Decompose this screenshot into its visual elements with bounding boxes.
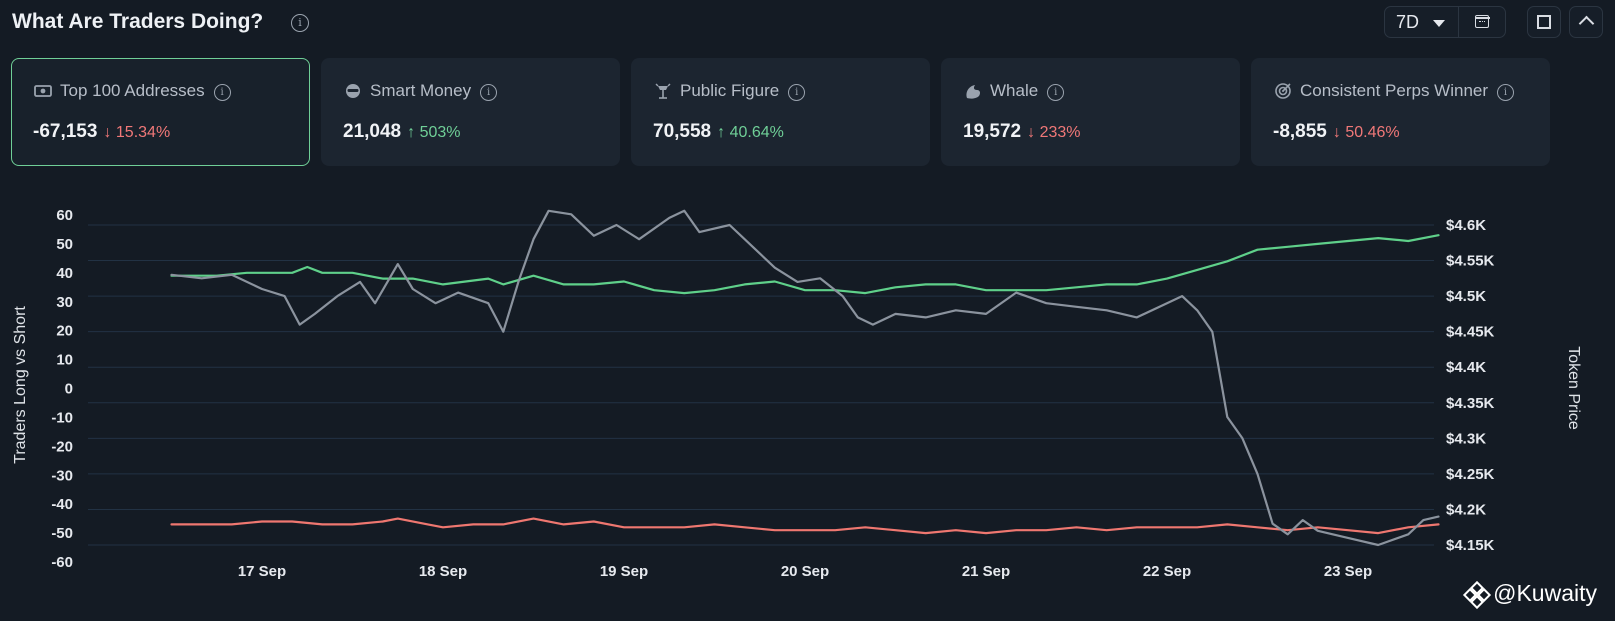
card-value: 21,048 — [343, 121, 402, 142]
card-label: Whale — [990, 81, 1039, 100]
collapse-button[interactable] — [1569, 6, 1603, 38]
card-label: Smart Money — [370, 81, 472, 100]
card-smart-money[interactable]: Smart Money i 21,048 ↑ 503% — [321, 58, 620, 166]
right-tick-label: $4.2K — [1446, 501, 1486, 518]
left-tick-label: 30 — [56, 294, 73, 311]
card-label: Public Figure — [680, 81, 780, 100]
info-icon[interactable]: i — [213, 84, 231, 101]
right-tick-label: $4.25K — [1446, 466, 1495, 483]
arrow-up-icon: ↑ — [717, 124, 726, 141]
info-icon[interactable]: i — [1047, 84, 1065, 101]
x-tick-label: 23 Sep — [1324, 563, 1372, 580]
card-change: 15.34% — [115, 124, 171, 141]
info-icon[interactable]: i — [1497, 84, 1515, 101]
page-title: What Are Traders Doing? — [12, 10, 264, 33]
gridlines — [88, 224, 1434, 546]
range-dropdown[interactable]: 7D — [1385, 7, 1459, 37]
right-tick-label: $4.35K — [1446, 395, 1495, 412]
watermark: @Kuwaity — [1463, 580, 1597, 609]
left-tick-label: 50 — [56, 236, 73, 253]
short-series-line — [170, 517, 1440, 535]
target-icon — [1275, 83, 1291, 99]
header: What Are Traders Doing? i 7D — [12, 6, 1603, 42]
info-icon[interactable]: i — [291, 14, 309, 32]
arrow-down-icon: ↓ — [103, 124, 112, 141]
x-axis-ticks: 17 Sep 18 Sep 19 Sep 20 Sep 21 Sep 22 Sep 23 S… — [238, 563, 1372, 580]
price-series-line — [170, 209, 1440, 547]
card-value: 70,558 — [653, 121, 712, 142]
card-change: 503% — [419, 124, 461, 141]
whale-icon — [966, 85, 981, 99]
arrow-up-icon: ↑ — [407, 124, 416, 141]
right-tick-label: $4.15K — [1446, 537, 1495, 554]
left-tick-label: -40 — [51, 496, 73, 513]
left-tick-label: 10 — [56, 352, 73, 369]
arrow-down-icon: ↓ — [1332, 124, 1341, 141]
range-label: 7D — [1396, 12, 1420, 32]
x-tick-label: 20 Sep — [781, 563, 829, 580]
info-icon[interactable]: i — [788, 84, 806, 101]
card-label: Consistent Perps Winner — [1300, 81, 1489, 100]
card-whale[interactable]: Whale i 19,572 ↓ 233% — [941, 58, 1240, 166]
x-tick-label: 22 Sep — [1143, 563, 1191, 580]
range-control: 7D — [1384, 6, 1506, 38]
left-tick-label: 0 — [65, 381, 73, 398]
card-value: -67,153 — [33, 121, 98, 142]
long-series-line — [170, 234, 1440, 295]
x-tick-label: 19 Sep — [600, 563, 648, 580]
card-top-100-addresses[interactable]: Top 100 Addresses i -67,153 ↓ 15.34% — [11, 58, 310, 166]
card-value: 19,572 — [963, 121, 1022, 142]
left-tick-label: -30 — [51, 467, 73, 484]
x-tick-label: 18 Sep — [419, 563, 467, 580]
right-tick-label: $4.55K — [1446, 253, 1495, 270]
left-tick-label: -10 — [51, 409, 73, 426]
chevron-up-icon — [1578, 15, 1595, 32]
x-tick-label: 17 Sep — [238, 563, 286, 580]
money-icon — [34, 85, 52, 97]
left-tick-label: -60 — [51, 554, 73, 571]
card-public-figure[interactable]: Public Figure i 70,558 ↑ 40.64% — [631, 58, 930, 166]
series-lines — [170, 209, 1440, 547]
right-tick-label: $4.4K — [1446, 359, 1486, 376]
fullscreen-button[interactable] — [1527, 6, 1561, 38]
fullscreen-icon — [1537, 15, 1551, 29]
right-axis-ticks: $4.6K $4.55K $4.5K $4.45K $4.4K $4.35K $4.3K $4… — [1446, 217, 1495, 554]
traders-chart: 60 50 40 30 20 10 0 -10 -20 -30 -40 -50 -60 $4.6K $4.… — [0, 190, 1615, 621]
right-axis-title: Token Price — [1565, 346, 1582, 430]
x-tick-label: 21 Sep — [962, 563, 1010, 580]
card-change: 50.46% — [1345, 124, 1400, 141]
left-tick-label: -20 — [51, 438, 73, 455]
spotlight-icon — [655, 83, 671, 99]
left-tick-label: 60 — [56, 207, 73, 224]
calendar-icon[interactable] — [1474, 15, 1490, 28]
left-axis-title: Traders Long vs Short — [12, 306, 29, 464]
left-tick-label: -50 — [51, 525, 73, 542]
left-tick-label: 40 — [56, 265, 73, 282]
caret-down-icon — [1433, 20, 1445, 27]
card-label: Top 100 Addresses — [60, 81, 205, 100]
card-value: -8,855 — [1273, 121, 1327, 142]
left-axis-ticks: 60 50 40 30 20 10 0 -10 -20 -30 -40 -50 -60 — [51, 207, 73, 571]
card-change: 40.64% — [729, 124, 784, 141]
arrow-down-icon: ↓ — [1027, 124, 1036, 141]
info-icon[interactable]: i — [480, 84, 498, 101]
card-consistent-perps-winner[interactable]: Consistent Perps Winner i -8,855 ↓ 50.46% — [1251, 58, 1550, 166]
right-tick-label: $4.5K — [1446, 288, 1486, 305]
watermark-text: @Kuwaity — [1493, 580, 1597, 606]
right-tick-label: $4.6K — [1446, 217, 1486, 234]
card-change: 233% — [1039, 124, 1081, 141]
trader-category-cards: Top 100 Addresses i -67,153 ↓ 15.34% Smart… — [11, 58, 1603, 168]
right-tick-label: $4.3K — [1446, 430, 1486, 447]
binance-logo-icon — [1463, 580, 1492, 609]
left-tick-label: 20 — [56, 323, 73, 340]
sunglasses-icon — [346, 84, 360, 98]
right-tick-label: $4.45K — [1446, 324, 1495, 341]
